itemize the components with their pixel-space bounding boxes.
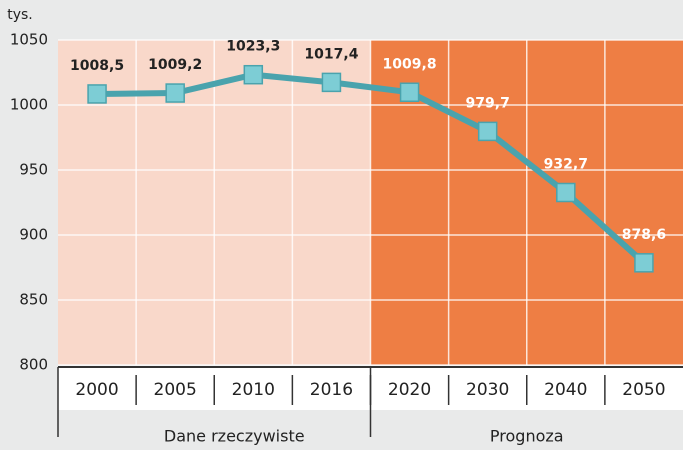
y-tick-label: 1050	[10, 31, 48, 49]
x-tick-label: 2005	[154, 380, 197, 400]
group-label: Dane rzeczywiste	[164, 427, 305, 446]
y-tick-label: 1000	[10, 96, 48, 114]
x-tick-label: 2020	[388, 380, 431, 400]
value-label: 1017,4	[304, 46, 358, 62]
x-tick-label: 2010	[232, 380, 275, 400]
marker	[322, 73, 340, 91]
x-tick-label: 2016	[310, 380, 353, 400]
y-tick-label: 850	[19, 291, 48, 309]
y-tick-label: 900	[19, 226, 48, 244]
y-axis-label: tys.	[7, 7, 33, 23]
value-label: 932,7	[544, 156, 588, 172]
value-label: 1023,3	[226, 39, 280, 55]
marker	[244, 66, 262, 84]
y-tick-label: 950	[19, 161, 48, 179]
value-label: 1009,8	[383, 56, 437, 72]
marker	[635, 254, 653, 272]
x-tick-label: 2030	[466, 380, 509, 400]
marker	[557, 183, 575, 201]
marker	[88, 85, 106, 103]
chart: tys. 800 850 900 950 1000 1050 Dane rzeczywist…	[0, 0, 683, 450]
marker	[166, 84, 184, 102]
x-tick-label: 2000	[75, 380, 118, 400]
value-label: 878,6	[622, 227, 666, 243]
value-label: 1009,2	[148, 57, 202, 73]
group-label: Prognoza	[490, 427, 564, 446]
marker	[479, 122, 497, 140]
y-tick-label: 800	[19, 356, 48, 374]
value-label: 979,7	[466, 95, 510, 111]
x-tick-label: 2040	[544, 380, 587, 400]
marker	[401, 83, 419, 101]
x-tick-label: 2050	[622, 380, 665, 400]
value-label: 1008,5	[70, 58, 124, 74]
